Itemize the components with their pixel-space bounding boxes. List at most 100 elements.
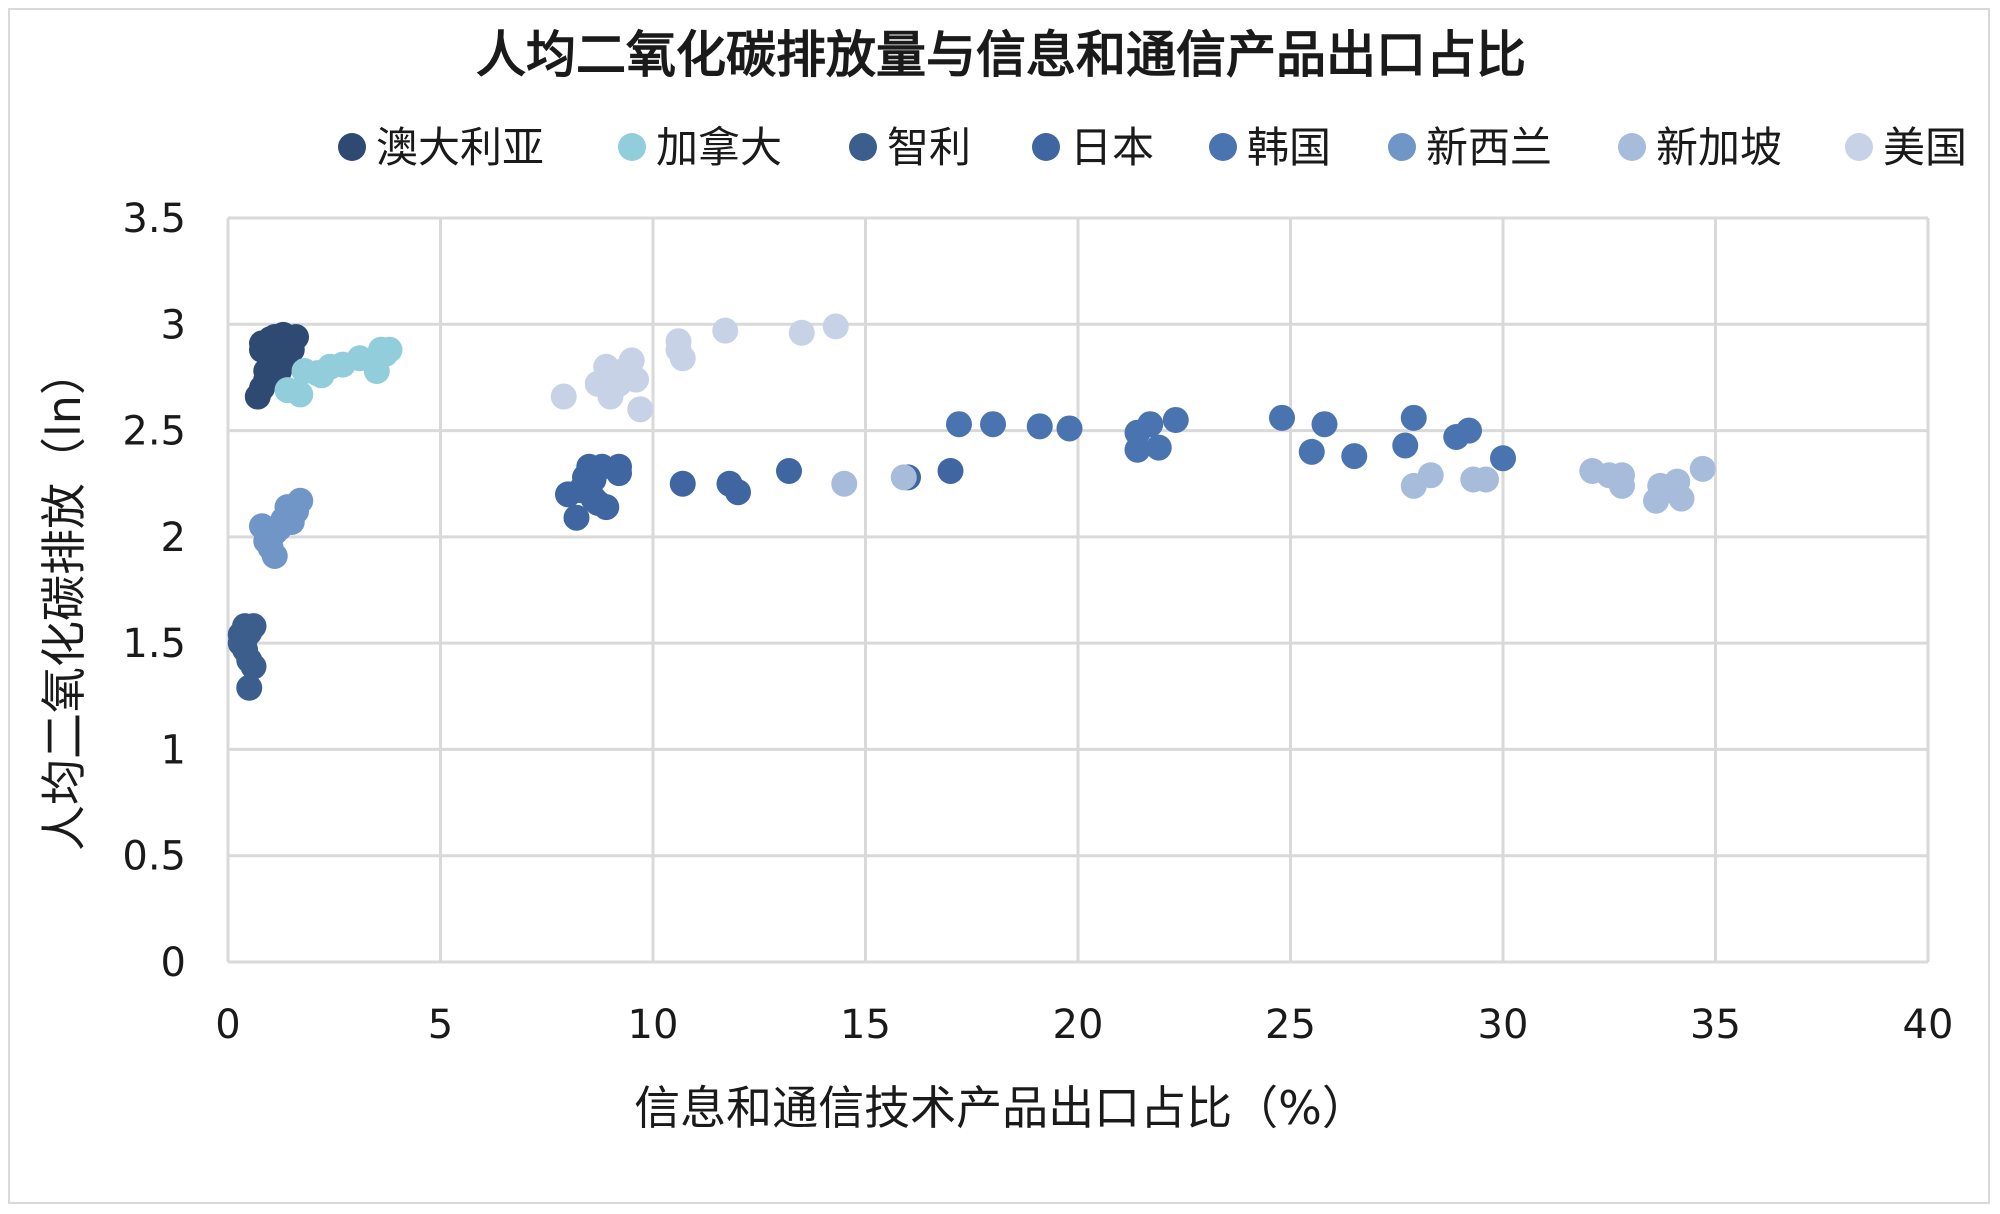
data-point: [1417, 462, 1444, 489]
data-point: [776, 457, 802, 484]
data-point: [1668, 485, 1695, 512]
series-4: [946, 404, 1516, 472]
legend-label: 智利: [887, 123, 971, 172]
data-point: [274, 328, 301, 355]
legend-marker: [1618, 133, 1646, 161]
series-1: [274, 336, 403, 408]
data-point: [669, 470, 696, 497]
legend-marker: [1845, 133, 1873, 161]
data-point: [1026, 413, 1053, 440]
x-tick-label: 20: [1053, 1002, 1104, 1048]
legend-item: 美国: [1845, 123, 1967, 172]
legend-marker: [849, 133, 877, 161]
series-2: [227, 613, 267, 701]
data-point: [606, 453, 632, 480]
grid-lines: [226, 216, 1930, 964]
data-point: [1341, 443, 1368, 470]
legend-label: 美国: [1883, 123, 1967, 172]
data-point: [576, 453, 603, 480]
data-point: [788, 319, 815, 346]
data-points: [227, 313, 1716, 701]
data-point: [712, 317, 739, 344]
y-axis-ticks: 0 0.5 1 1.5 2 2.5 3 3.5: [122, 196, 186, 986]
series-3: [555, 453, 964, 531]
legend-item: 加拿大: [618, 123, 782, 172]
data-point: [1456, 417, 1482, 444]
data-point: [1311, 411, 1338, 438]
legend-item: 韩国: [1209, 123, 1331, 172]
data-point: [822, 313, 849, 340]
legend-marker: [1388, 133, 1416, 161]
data-point: [287, 487, 314, 514]
data-point: [980, 411, 1006, 438]
legend: 澳大利亚 加拿大 智利 日本 韩国 新西兰 新加坡 美国: [338, 123, 1967, 172]
legend-label: 加拿大: [656, 123, 782, 172]
data-point: [236, 619, 263, 646]
data-point: [372, 341, 399, 368]
x-tick-label: 5: [428, 1002, 453, 1048]
data-point: [1145, 434, 1172, 461]
data-point: [1056, 415, 1083, 442]
x-tick-label: 10: [628, 1002, 679, 1048]
data-point: [665, 328, 692, 355]
x-tick-label: 25: [1265, 1002, 1316, 1048]
data-point: [1689, 455, 1716, 482]
series-7: [550, 313, 849, 423]
data-point: [1298, 438, 1325, 465]
data-point: [308, 362, 335, 389]
legend-label: 新西兰: [1426, 123, 1552, 172]
data-point: [240, 653, 267, 680]
y-tick-label: 0: [161, 940, 186, 986]
x-tick-label: 35: [1690, 1002, 1741, 1048]
legend-item: 新加坡: [1618, 123, 1782, 172]
data-point: [623, 366, 649, 393]
data-point: [1473, 466, 1499, 493]
legend-item: 日本: [1032, 123, 1154, 172]
x-tick-label: 0: [215, 1002, 240, 1048]
chart-frame: 人均二氧化碳排放量与信息和通信产品出口占比 澳大利亚 加拿大 智利 日本 韩国 新西兰 新加…: [8, 8, 1990, 1204]
x-axis-title: 信息和通信技术产品出口占比（%）: [634, 1081, 1368, 1135]
legend-marker: [338, 133, 366, 161]
scatter-chart: 人均二氧化碳排放量与信息和通信产品出口占比 澳大利亚 加拿大 智利 日本 韩国 新西兰 新加…: [37, 26, 1967, 1135]
legend-marker: [618, 133, 646, 161]
data-point: [1400, 404, 1427, 431]
data-point: [1124, 436, 1151, 463]
data-point: [725, 479, 751, 506]
legend-item: 智利: [849, 123, 971, 172]
y-axis-title: 人均二氧化碳排放（ln）: [37, 349, 91, 851]
y-tick-label: 2: [161, 515, 186, 561]
legend-label: 韩国: [1247, 123, 1331, 172]
series-6: [831, 455, 1716, 514]
data-point: [550, 383, 577, 410]
y-tick-label: 3.5: [122, 196, 186, 242]
data-point: [1609, 472, 1635, 499]
y-tick-label: 2.5: [122, 409, 186, 455]
data-point: [831, 470, 858, 497]
legend-label: 日本: [1070, 123, 1154, 172]
legend-marker: [1209, 133, 1237, 161]
legend-item: 新西兰: [1388, 123, 1552, 172]
data-point: [1162, 406, 1189, 433]
data-point: [627, 396, 654, 423]
chart-title: 人均二氧化碳排放量与信息和通信产品出口占比: [476, 26, 1526, 84]
data-point: [580, 485, 607, 512]
data-point: [236, 674, 263, 701]
legend-marker: [1032, 133, 1060, 161]
y-tick-label: 1.5: [122, 621, 186, 667]
data-point: [946, 411, 972, 438]
legend-item: 澳大利亚: [338, 123, 544, 172]
legend-label: 澳大利亚: [376, 123, 544, 172]
x-axis-ticks: 0 5 10 15 20 25 30 35 40: [215, 1002, 1953, 1048]
series-5: [249, 487, 314, 569]
data-point: [1392, 432, 1419, 459]
data-point: [287, 381, 314, 408]
x-tick-label: 30: [1478, 1002, 1529, 1048]
data-point: [1490, 445, 1516, 472]
y-tick-label: 1: [161, 727, 186, 773]
data-point: [937, 457, 964, 484]
data-point: [890, 464, 917, 491]
data-point: [1269, 404, 1295, 431]
x-tick-label: 15: [840, 1002, 891, 1048]
y-tick-label: 0.5: [122, 834, 186, 880]
series-0: [244, 321, 309, 410]
